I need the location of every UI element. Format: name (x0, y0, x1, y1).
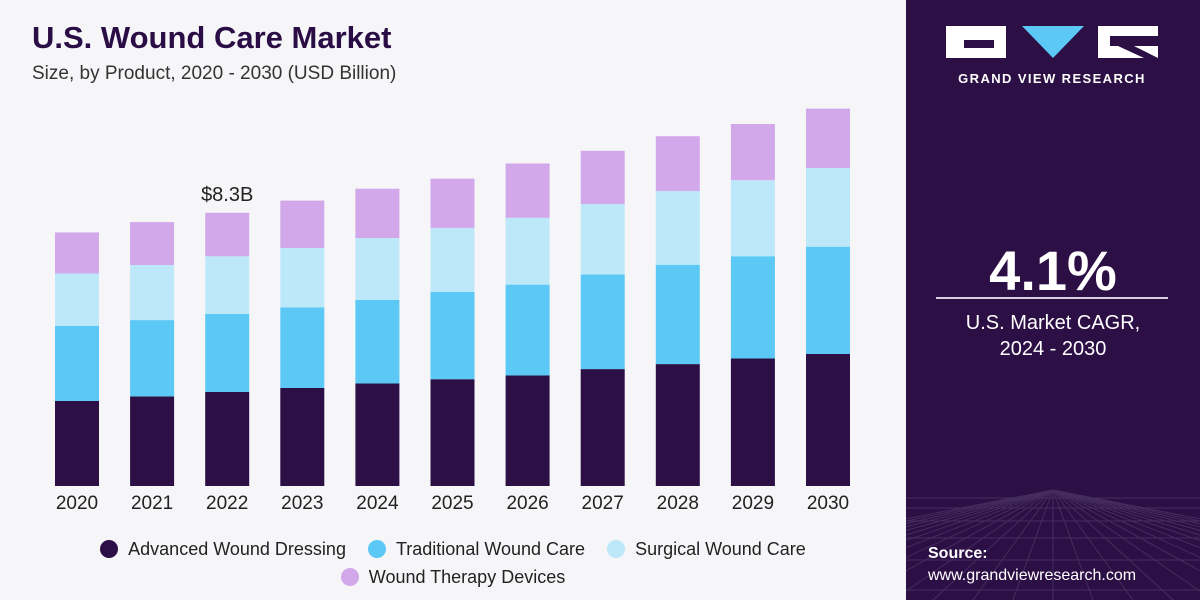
bar-segment-2029-4 (730, 124, 775, 181)
source-note: Source: www.grandviewresearch.com (928, 543, 1136, 587)
stacked-bar-chart: 2020 2021 2022 2023 2024 2025 2026 2027 2028 2029… (55, 108, 850, 514)
cagr-value: 4.1% (989, 239, 1117, 302)
x-tick-label: 2028 (657, 493, 699, 514)
bar-segment-2030-2 (806, 246, 850, 354)
bar-segment-2026-1 (505, 375, 550, 486)
bar-segment-2030-4 (806, 108, 850, 168)
bar-segment-2021-3 (130, 265, 175, 321)
bar-segment-2020-1 (55, 400, 99, 486)
bar-segment-2027-4 (580, 150, 625, 205)
bar-segment-2025-2 (430, 292, 475, 380)
bar-segment-2020-3 (55, 273, 99, 326)
legend-item: Surgical Wound Care (607, 539, 806, 560)
legend-swatch (340, 568, 359, 586)
bar-segment-2026-4 (505, 163, 550, 218)
bar-segment-2028-2 (655, 264, 700, 365)
legend-swatch (607, 540, 626, 558)
bar-segment-2022-1 (205, 391, 250, 486)
bar-segment-2025-4 (430, 178, 475, 228)
bar-segment-2026-2 (505, 284, 550, 376)
bar-segment-2027-3 (580, 204, 625, 275)
bar-segment-2023-4 (280, 200, 325, 248)
bar-segment-2024-1 (355, 383, 400, 486)
bar-segment-2021-2 (130, 320, 175, 397)
x-tick-label: 2025 (431, 493, 473, 514)
x-tick-label: 2026 (506, 493, 548, 514)
bar-segment-2029-2 (730, 256, 775, 359)
x-tick-label: 2023 (281, 493, 323, 514)
x-tick-label: 2021 (131, 493, 173, 514)
bar-segment-2023-3 (280, 248, 325, 308)
bar-segment-2022-4 (205, 212, 250, 257)
x-tick-label: 2027 (582, 493, 624, 514)
brand-name: GRAND VIEW RESEARCH (958, 71, 1146, 86)
legend-label: Wound Therapy Devices (368, 566, 566, 587)
source-url[interactable]: www.grandviewresearch.com (928, 567, 1137, 584)
bar-segment-2026-3 (505, 217, 550, 285)
bar-segment-2030-1 (806, 354, 850, 486)
bar-segment-2029-3 (730, 180, 775, 257)
chart-title: U.S. Wound Care Market (32, 20, 392, 55)
bar-segment-2028-4 (655, 136, 700, 192)
bar-segment-2028-1 (655, 364, 700, 486)
bar-segment-2021-4 (130, 222, 175, 265)
bar-segment-2028-3 (655, 191, 700, 265)
legend-item: Wound Therapy Devices (340, 566, 566, 588)
bar-segment-2029-1 (730, 358, 775, 486)
chart-subtitle: Size, by Product, 2020 - 2030 (USD Billi… (32, 63, 397, 84)
legend-label: Advanced Wound Dressing (128, 538, 346, 559)
bar-segment-2024-3 (355, 238, 400, 300)
source-label: Source: (928, 545, 988, 562)
bar-segment-2022-2 (205, 313, 250, 392)
legend-swatch (100, 540, 119, 558)
bar-segment-2024-4 (355, 188, 400, 238)
bar-segment-2022-3 (205, 256, 250, 314)
gvr-logo-icon (946, 26, 1158, 58)
bar-segment-2025-3 (430, 227, 475, 292)
bar-segment-2025-1 (430, 379, 475, 486)
legend-label: Surgical Wound Care (635, 538, 806, 559)
cagr-label-line1: U.S. Market CAGR, (965, 312, 1141, 334)
bar-segment-2023-1 (280, 387, 325, 486)
bar-segment-2027-1 (580, 369, 625, 486)
legend-label: Traditional Wound Care (395, 538, 586, 559)
bar-segment-2021-1 (130, 396, 175, 486)
x-tick-label: 2024 (356, 493, 399, 514)
x-tick-label: 2029 (732, 493, 774, 514)
cagr-label-line2: 2024 - 2030 (999, 338, 1107, 360)
x-tick-label: 2022 (206, 493, 248, 514)
bar-segment-2030-3 (806, 168, 850, 247)
bar-segment-2027-2 (580, 274, 625, 370)
bar-segment-2023-2 (280, 307, 325, 388)
legend-row: Wound Therapy Devices (0, 563, 906, 591)
perspective-grid-decoration (906, 489, 1200, 600)
x-tick-label: 2020 (56, 493, 98, 514)
bar-segment-2024-2 (355, 300, 400, 384)
x-tick-label: 2030 (807, 493, 849, 514)
brand-logo: GRAND VIEW RESEARCH (944, 24, 1164, 86)
data-label: $8.3B (201, 184, 253, 206)
cagr-label: U.S. Market CAGR, 2024 - 2030 (906, 310, 1200, 362)
bar-segment-2020-2 (55, 325, 99, 401)
chart-panel: U.S. Wound Care Market Size, by Product,… (0, 20, 906, 591)
divider-line (936, 297, 1168, 299)
bar-segment-2020-4 (55, 232, 99, 274)
legend-item: Advanced Wound Dressing (100, 539, 346, 560)
chart-legend: Advanced Wound Dressing Traditional Wound… (0, 535, 906, 591)
legend-swatch (367, 540, 386, 558)
legend-item: Traditional Wound Care (367, 538, 586, 560)
legend-row: Advanced Wound Dressing Traditional Wound… (0, 535, 906, 563)
sidebar-panel: GRAND VIEW RESEARCH 4.1% U.S. Market CAG… (906, 0, 1200, 600)
